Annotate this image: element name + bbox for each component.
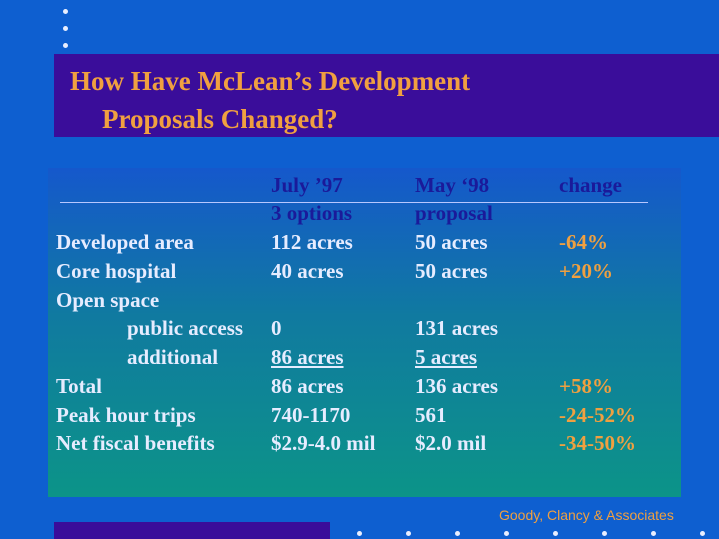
dot [553,531,558,536]
cell-change: +58% [559,374,613,398]
header-change: change [559,173,622,197]
cell-may98: 50 acres [415,230,488,254]
header-may98-line1: May ‘98 [415,173,490,197]
cell-may98: 131 acres [415,316,499,340]
row-label-core-hospital: Core hospital [56,259,177,283]
row-label-total: Total [56,374,102,398]
title-line-2: Proposals Changed? [102,104,338,134]
title-line-1: How Have McLean’s Development [70,66,471,96]
dot [63,9,68,14]
cell-july97: 40 acres [271,259,344,283]
cell-change: -24-52% [559,403,636,427]
dot [602,531,607,536]
cell-change: -34-50% [559,431,636,455]
cell-change: -64% [559,230,608,254]
dot [63,43,68,48]
dot [504,531,509,536]
credit-text: Goody, Clancy & Associates [499,507,674,523]
dot [406,531,411,536]
dot [700,531,705,536]
cell-july97: 112 acres [271,230,353,254]
header-july97-line1: July ’97 [271,173,343,197]
cell-july97: 740-1170 [271,403,351,427]
cell-july97: 0 [271,316,282,340]
header-july97-line2: 3 options [271,201,353,225]
dot [357,531,362,536]
cell-may98: 561 [415,403,447,427]
row-label-additional: additional [127,345,219,369]
cell-july97: $2.9-4.0 mil [271,431,376,455]
slide-title: How Have McLean’s Development Proposals … [70,62,470,138]
header-may98-line2: proposal [415,201,493,225]
cell-july97: 86 acres [271,345,344,369]
cell-may98: 136 acres [415,374,499,398]
cell-may98: $2.0 mil [415,431,487,455]
row-label-developed-area: Developed area [56,230,194,254]
dot [63,26,68,31]
dot [455,531,460,536]
row-label-public-access: public access [127,316,244,340]
row-label-open-space: Open space [56,288,160,312]
cell-may98: 50 acres [415,259,488,283]
row-label-peak-hour-trips: Peak hour trips [56,403,196,427]
cell-may98: 5 acres [415,345,478,369]
bottom-band [54,522,330,539]
header-rule [60,202,648,203]
row-label-net-fiscal-benefits: Net fiscal benefits [56,431,215,455]
dot [651,531,656,536]
cell-change: +20% [559,259,613,283]
title-band: How Have McLean’s Development Proposals … [54,54,719,137]
cell-july97: 86 acres [271,374,344,398]
comparison-table: July ’97 May ‘98 change 3 options propos… [48,168,681,497]
